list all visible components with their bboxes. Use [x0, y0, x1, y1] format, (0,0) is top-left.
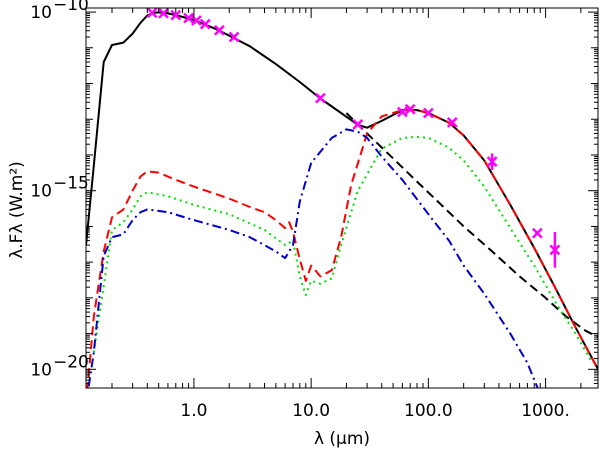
- x-tick-label: 1000.: [521, 401, 570, 421]
- plot-frame: [85, 7, 599, 389]
- observation-point: [158, 7, 169, 19]
- observation-marker-stroke: [396, 106, 408, 118]
- series-layer: [86, 11, 598, 388]
- observation-marker-stroke: [422, 107, 434, 119]
- y-tick-label: 10: [30, 3, 52, 23]
- observation-point: [396, 106, 408, 118]
- y-tick-label-exponent: −15: [53, 174, 89, 194]
- y-tick-label-exponent: −20: [53, 352, 89, 372]
- observation-point: [183, 12, 194, 24]
- x-tick-label: 10.0: [292, 401, 330, 421]
- observation-markers: [146, 7, 561, 268]
- observation-point: [170, 9, 182, 21]
- observation-marker-stroke: [228, 31, 240, 43]
- y-tick-label: 10: [30, 182, 52, 202]
- observation-marker-stroke: [214, 24, 225, 36]
- observation-marker-stroke: [170, 9, 182, 21]
- observation-point: [549, 231, 561, 268]
- y-tick-label: 10: [30, 360, 52, 380]
- observation-point: [531, 227, 543, 239]
- y-axis-title: λ.Fλ (W.m²): [7, 161, 27, 259]
- series-line-red-dashed: [86, 109, 598, 388]
- observation-point: [422, 107, 434, 119]
- observation-point: [352, 118, 364, 130]
- y-axis-title-text: λ.Fλ (W.m²): [7, 161, 27, 259]
- series-line-stellar: [345, 112, 598, 338]
- observation-point: [404, 103, 416, 115]
- x-axis-title: λ (μm): [314, 429, 370, 449]
- observation-point: [191, 15, 202, 26]
- x-tick-label: 100.0: [404, 401, 453, 421]
- observation-point: [214, 24, 225, 36]
- x-tick-label: 1.0: [180, 401, 207, 421]
- series-line-total: [86, 11, 598, 370]
- observation-marker-stroke: [199, 18, 211, 30]
- observation-point: [315, 92, 326, 104]
- observation-point: [199, 18, 211, 30]
- series-line-green-dotted: [92, 135, 594, 364]
- observation-point: [446, 116, 458, 128]
- observation-marker-stroke: [352, 118, 364, 130]
- observation-marker-stroke: [404, 103, 416, 115]
- observation-point: [146, 7, 158, 19]
- observation-marker-stroke: [183, 12, 194, 24]
- observation-point: [486, 153, 498, 170]
- series-line-blue-dashdot: [87, 128, 539, 388]
- observation-marker-stroke: [158, 7, 169, 19]
- observation-marker-stroke: [191, 15, 202, 26]
- observation-marker-stroke: [146, 7, 158, 19]
- observation-marker-stroke: [315, 92, 326, 104]
- y-tick-label-exponent: −10: [53, 0, 89, 15]
- observation-point: [228, 31, 240, 43]
- observation-marker-stroke: [446, 116, 458, 128]
- observation-marker-stroke: [531, 227, 543, 239]
